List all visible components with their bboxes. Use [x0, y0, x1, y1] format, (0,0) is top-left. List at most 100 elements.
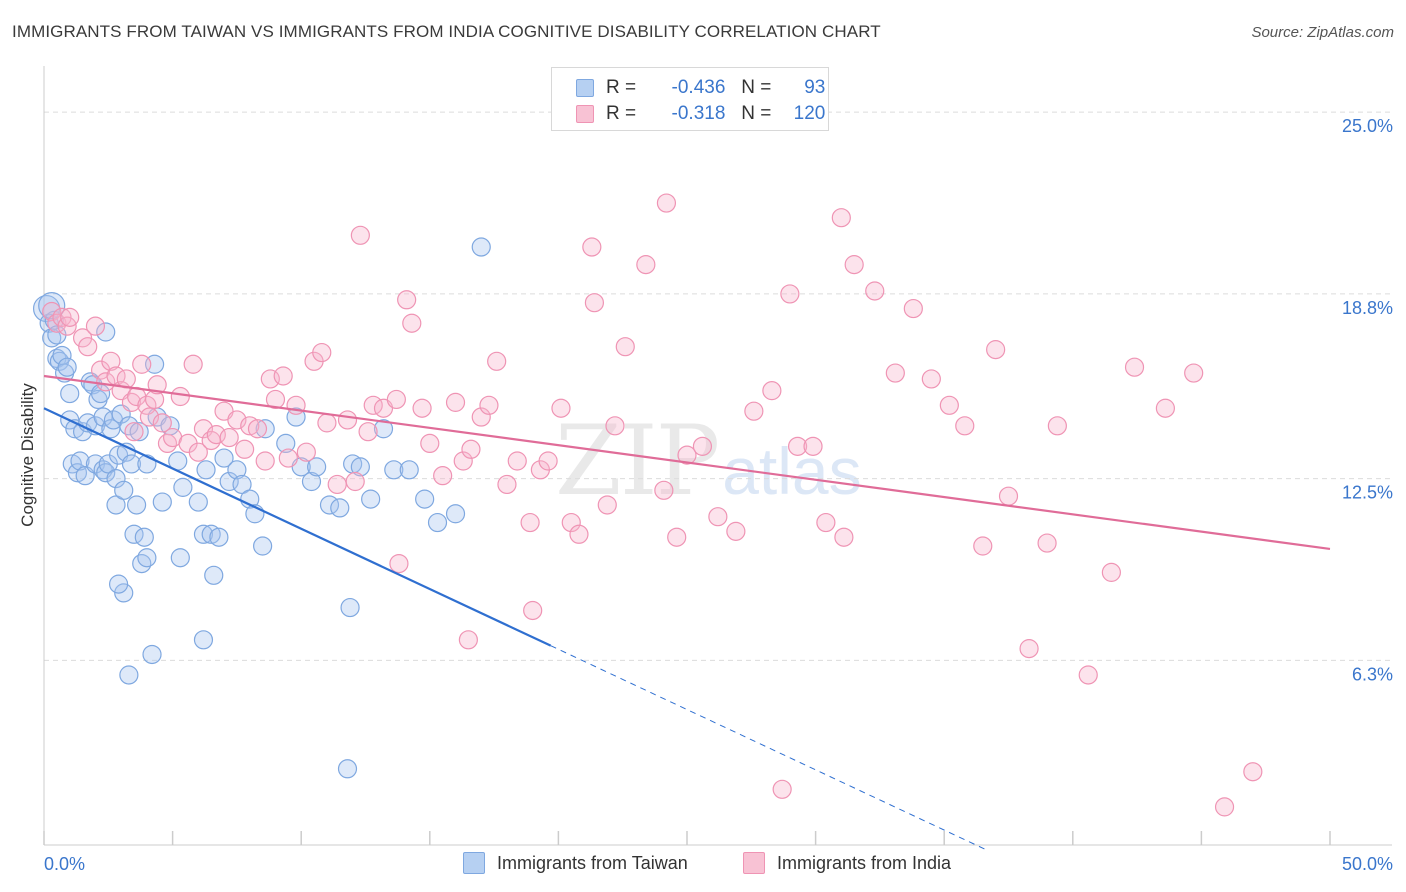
point-india	[337, 410, 358, 430]
point-india	[708, 507, 728, 527]
point-india	[787, 436, 808, 456]
point-india	[445, 392, 466, 412]
trend-line-taiwan-extrapolated	[550, 645, 989, 852]
point-india	[538, 451, 558, 471]
legend-swatch-india	[576, 105, 594, 123]
point-india	[615, 337, 635, 357]
point-india	[461, 439, 481, 459]
legend-row-india: R = -0.318 N = 120	[576, 102, 825, 126]
point-india	[605, 416, 625, 436]
point-taiwan	[188, 492, 208, 512]
legend-swatch-taiwan	[576, 79, 594, 97]
legend-swatch-taiwan	[463, 852, 485, 874]
point-india	[772, 779, 792, 799]
point-india	[458, 630, 478, 650]
y-tick-label: 18.8%	[1342, 298, 1393, 318]
point-india	[78, 337, 98, 357]
point-taiwan	[60, 383, 80, 404]
point-india	[72, 328, 93, 348]
point-india	[597, 495, 617, 515]
point-india	[986, 340, 1006, 360]
grid-lines	[44, 111, 1392, 661]
point-india	[278, 448, 298, 468]
point-india	[420, 433, 440, 454]
legend-item-taiwan: Immigrants from Taiwan	[463, 852, 688, 874]
point-india	[1037, 533, 1057, 553]
point-taiwan	[340, 597, 360, 618]
series-legend: Immigrants from Taiwan Immigrants from I…	[0, 852, 1406, 876]
point-india	[121, 392, 142, 412]
point-taiwan	[119, 665, 139, 685]
point-taiwan	[214, 448, 234, 468]
x-tick-label: 50.0%	[1342, 854, 1393, 874]
point-india	[677, 445, 697, 465]
point-taiwan	[227, 460, 247, 480]
point-india	[1019, 639, 1039, 659]
point-india	[296, 442, 316, 462]
point-india	[973, 536, 993, 556]
point-taiwan	[126, 495, 147, 515]
trend-line-india	[43, 374, 1331, 551]
point-taiwan	[108, 574, 129, 594]
point-taiwan	[253, 536, 273, 556]
point-india	[551, 398, 571, 418]
point-india	[1214, 797, 1235, 817]
point-taiwan	[330, 498, 350, 518]
point-india	[471, 407, 491, 427]
point-taiwan	[170, 548, 190, 568]
point-taiwan	[67, 463, 88, 483]
point-taiwan	[114, 480, 134, 500]
legend-item-india: Immigrants from India	[743, 852, 951, 874]
point-india	[170, 386, 190, 407]
point-taiwan	[201, 524, 221, 544]
legend-n-label: N =	[741, 103, 772, 124]
point-taiwan	[193, 524, 214, 544]
point-taiwan	[62, 454, 82, 474]
point-india	[183, 354, 203, 374]
point-taiwan	[427, 512, 448, 533]
point-taiwan	[119, 416, 139, 436]
legend-row-taiwan: R = -0.436 N = 93	[576, 76, 825, 100]
point-taiwan	[209, 527, 229, 547]
point-india	[137, 395, 157, 415]
legend-n-value-india: 120	[793, 103, 826, 124]
point-india	[317, 413, 337, 433]
point-india	[265, 389, 286, 410]
point-india	[780, 284, 800, 304]
point-india	[921, 369, 941, 389]
point-india	[1101, 562, 1121, 582]
point-india	[85, 316, 106, 336]
point-india	[584, 293, 605, 313]
point-india	[453, 451, 473, 471]
series-india-points	[42, 193, 1263, 817]
point-india	[124, 422, 144, 442]
legend-label-india: Immigrants from India	[777, 852, 952, 873]
point-india	[816, 512, 836, 533]
chart-title: IMMIGRANTS FROM TAIWAN VS IMMIGRANTS FRO…	[12, 22, 881, 41]
point-india	[692, 436, 713, 456]
legend-r-value-taiwan: -0.436	[671, 77, 726, 98]
point-india	[885, 363, 905, 383]
tick-labels: 6.3% 12.5% 18.8% 25.0% 0.0% 50.0%	[44, 116, 1393, 874]
point-taiwan	[276, 433, 296, 454]
point-taiwan	[152, 492, 172, 512]
point-india	[235, 439, 255, 459]
point-taiwan	[204, 565, 224, 585]
point-india	[273, 366, 293, 386]
point-india	[42, 301, 62, 322]
point-india	[1047, 416, 1067, 436]
point-india	[350, 225, 370, 245]
point-india	[520, 512, 540, 533]
point-india	[1155, 398, 1175, 418]
point-india	[744, 401, 764, 421]
axes	[43, 66, 1392, 846]
point-india	[96, 372, 116, 392]
point-india	[247, 419, 268, 439]
point-taiwan	[114, 583, 134, 603]
point-taiwan	[142, 644, 162, 665]
point-india	[762, 381, 782, 401]
point-india	[523, 600, 543, 621]
point-taiwan	[361, 489, 381, 509]
point-india	[636, 255, 656, 275]
point-india	[561, 512, 581, 533]
